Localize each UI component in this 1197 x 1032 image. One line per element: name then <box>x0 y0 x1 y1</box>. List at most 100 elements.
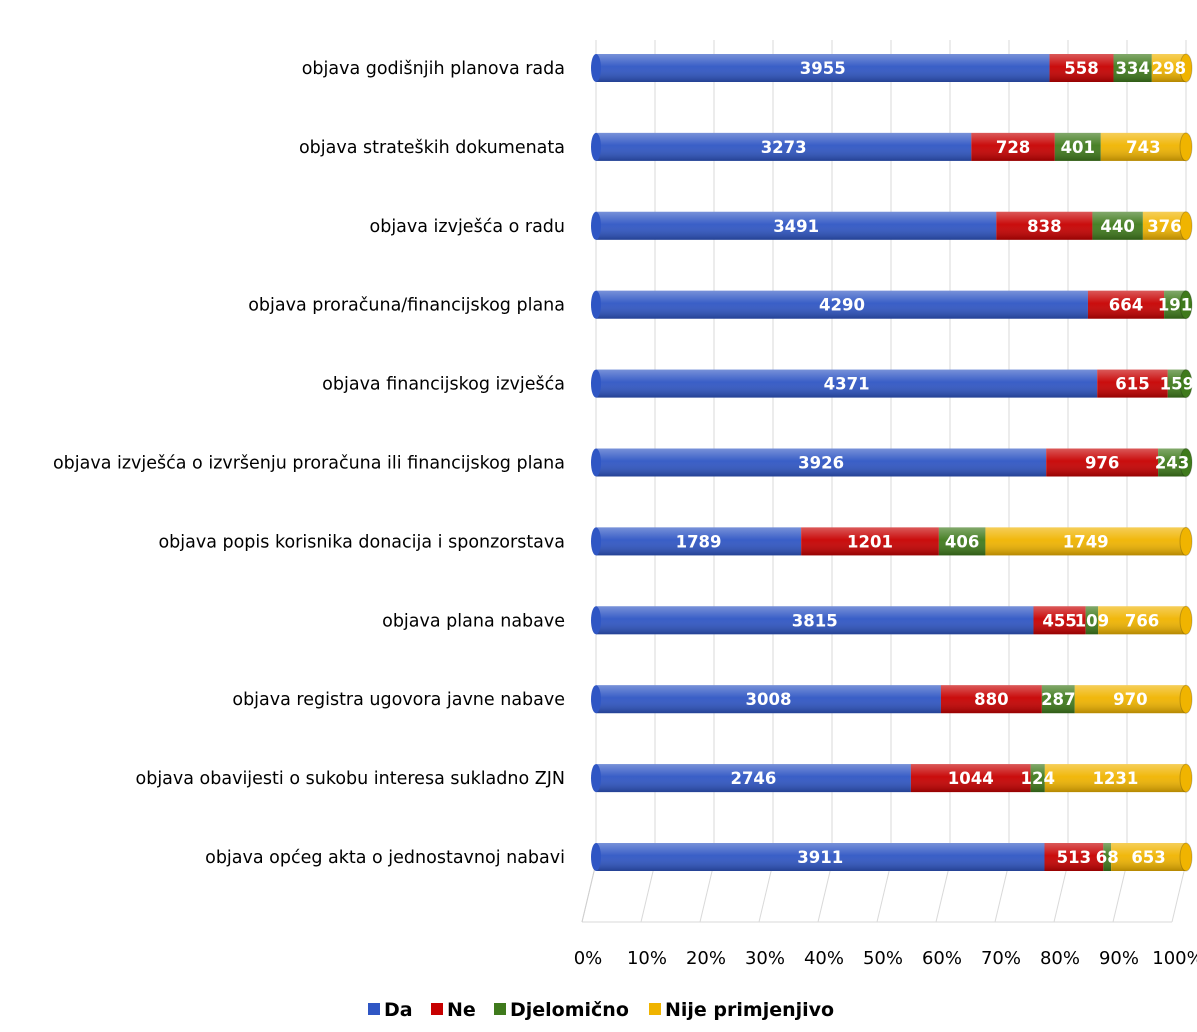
data-label: 3491 <box>773 217 819 236</box>
x-tick-label: 0% <box>574 948 603 969</box>
x-tick-label: 40% <box>804 948 844 969</box>
data-label: 3273 <box>761 138 807 157</box>
category-label: objava godišnjih planova rada <box>302 59 565 79</box>
bar-shade <box>1142 211 1186 240</box>
x-tick-label: 30% <box>745 948 785 969</box>
bars <box>591 53 1193 872</box>
x-axis-ticks: 0% 10% 20% 30% 40% 50% 60% 70% 80% 90% 100% <box>574 948 1197 969</box>
bar-shade <box>938 527 986 556</box>
bar-shade <box>596 606 1034 635</box>
floor-gridline <box>1112 862 1128 923</box>
bar-shade <box>1044 843 1104 871</box>
category-label: objava proračuna/financijskog plana <box>248 296 565 316</box>
x-tick-label: 70% <box>981 948 1021 969</box>
bar-cap-left <box>591 527 601 556</box>
floor-gridline <box>994 862 1010 923</box>
bar-shade <box>1087 290 1165 319</box>
data-label: 334 <box>1115 59 1149 78</box>
x-tick-label: 60% <box>922 948 962 969</box>
legend-swatch <box>431 1003 443 1015</box>
bar-shade <box>596 369 1098 398</box>
bar-shade <box>1111 843 1186 871</box>
data-label: 1789 <box>676 532 722 551</box>
x-tick-label: 100% <box>1152 948 1197 969</box>
data-label: 1044 <box>948 769 994 788</box>
data-label: 3926 <box>798 454 844 473</box>
data-label: 401 <box>1061 138 1095 157</box>
data-label: 4290 <box>819 296 865 315</box>
data-label: 513 <box>1057 848 1091 867</box>
legend-entry: Nije primjenjivo <box>665 999 834 1021</box>
category-labels: objava godišnjih planova rada objava stra… <box>53 59 565 868</box>
data-label: 243 <box>1155 454 1189 473</box>
data-label: 376 <box>1147 217 1181 236</box>
bar-shade <box>1033 606 1086 635</box>
bar-cap-left <box>591 685 601 714</box>
data-label: 159 <box>1160 375 1194 394</box>
category-label: objava strateških dokumenata <box>299 138 565 158</box>
x-tick-label: 20% <box>686 948 726 969</box>
legend-swatch <box>494 1003 506 1015</box>
legend: Da Ne Djelomično Nije primjenjivo <box>368 999 834 1021</box>
floor-gridline <box>758 862 774 923</box>
data-label: 1201 <box>847 532 893 551</box>
bar-cap-right <box>1179 211 1193 241</box>
floor-gridline <box>640 862 656 923</box>
bar-cap-left <box>591 606 601 635</box>
bar-cap-left <box>591 211 601 240</box>
bar-shade <box>1049 54 1114 82</box>
bar-shade <box>1044 764 1186 793</box>
data-label: 298 <box>1152 59 1186 78</box>
bar-cap-right <box>1179 290 1193 320</box>
bar-shade <box>596 764 911 793</box>
data-label: 4371 <box>824 375 870 394</box>
category-label: objava izvješća o radu <box>370 217 566 237</box>
floor-gridline <box>1171 862 1187 923</box>
bar-cap-right <box>1179 842 1193 872</box>
floor-gridline <box>1053 862 1069 923</box>
data-label: 287 <box>1041 690 1075 709</box>
bar-shade <box>996 211 1093 240</box>
bar-shade <box>596 290 1088 319</box>
bar-shade <box>1113 54 1152 82</box>
category-label: objava općeg akta o jednostavnoj nabavi <box>205 848 565 868</box>
data-label: 743 <box>1126 138 1160 157</box>
bar-shade <box>1098 606 1186 635</box>
bar-cap-right <box>1179 369 1193 399</box>
bar-shade <box>1054 132 1101 161</box>
bar-cap-left <box>591 448 601 477</box>
data-label: 1231 <box>1092 769 1138 788</box>
bar-shade <box>596 527 802 556</box>
bar-shade <box>596 211 997 240</box>
data-label: 3955 <box>800 59 846 78</box>
category-label: objava registra ugovora javne nabave <box>232 690 565 710</box>
data-label: 3911 <box>797 848 843 867</box>
category-label: objava popis korisnika donacija i sponzo… <box>158 532 565 552</box>
data-label: 2746 <box>730 769 776 788</box>
bar-cap-left <box>591 54 601 82</box>
bar-cap-left <box>591 843 601 871</box>
bar-cap-left <box>591 369 601 398</box>
data-label: 109 <box>1075 611 1109 630</box>
bar-shade <box>1100 132 1186 161</box>
legend-entry: Ne <box>447 999 476 1021</box>
bar-shade <box>596 54 1050 82</box>
category-label: objava izvješća o izvršenju proračuna il… <box>53 454 565 474</box>
bar-cap-right <box>1179 53 1193 83</box>
bar-shade <box>596 685 941 714</box>
data-label: 3815 <box>792 611 838 630</box>
bar-cap-right <box>1179 448 1193 477</box>
x-tick-label: 90% <box>1099 948 1139 969</box>
data-label: 124 <box>1020 769 1054 788</box>
floor-gridline <box>935 862 951 923</box>
bar-shade <box>1103 843 1112 871</box>
category-label: objava financijskog izvješća <box>322 375 565 395</box>
data-label: 406 <box>945 532 979 551</box>
bar-cap-right <box>1179 605 1193 635</box>
data-label: 653 <box>1131 848 1165 867</box>
bar-cap-left <box>591 290 601 319</box>
floor-gridline <box>876 862 892 923</box>
bar-cap-right <box>1179 684 1193 714</box>
bar-shade <box>1097 369 1168 398</box>
